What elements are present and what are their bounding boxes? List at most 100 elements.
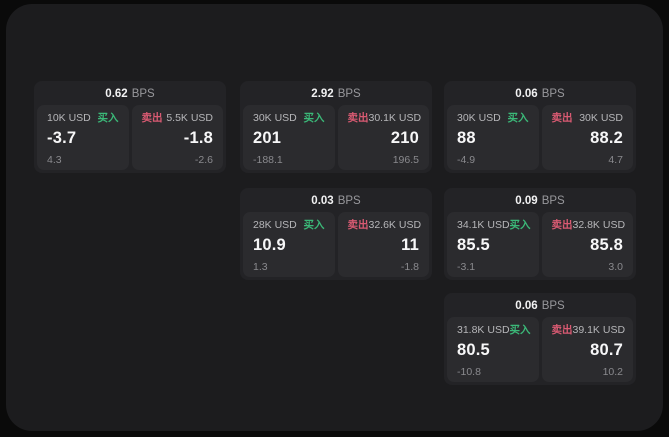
buy-delta: -10.8 bbox=[457, 366, 481, 378]
buy-tile[interactable]: 30K USD 买入 88 -4.9 bbox=[447, 105, 539, 170]
buy-delta: -3.1 bbox=[457, 261, 476, 273]
sell-side-label: 卖出 bbox=[141, 112, 163, 124]
quote-card-body: 30K USD 买入 88 -4.9 卖出 30K USD 88.2 4.7 bbox=[447, 105, 633, 170]
buy-delta: 1.3 bbox=[253, 261, 268, 273]
bps-unit-label: BPS bbox=[541, 194, 565, 207]
bps-header: 0.06 BPS bbox=[444, 293, 636, 317]
sell-meta-row: 卖出 5.5K USD bbox=[142, 111, 214, 125]
sell-tile[interactable]: 卖出 5.5K USD -1.8 -2.6 bbox=[131, 105, 223, 170]
bps-header: 0.62 BPS bbox=[34, 81, 226, 105]
buy-tile[interactable]: 10K USD 买入 -3.7 4.3 bbox=[37, 105, 129, 170]
buy-notional: 34.1K USD bbox=[457, 219, 510, 231]
sell-notional: 32.6K USD bbox=[368, 219, 422, 231]
sell-price: 88.2 bbox=[590, 129, 623, 147]
buy-meta-row: 30K USD 买入 bbox=[253, 111, 325, 125]
bps-header: 0.09 BPS bbox=[444, 188, 636, 212]
buy-side-label: 买入 bbox=[509, 219, 531, 231]
quote-card: 0.09 BPS 34.1K USD 买入 85.5 -3.1 卖出 32.8K USD 85.… bbox=[444, 188, 636, 280]
buy-meta-row: 30K USD 买入 bbox=[457, 111, 529, 125]
bps-unit-label: BPS bbox=[337, 194, 361, 207]
quote-card-body: 34.1K USD 买入 85.5 -3.1 卖出 32.8K USD 85.8 3.0 bbox=[447, 212, 633, 277]
sell-price: 210 bbox=[390, 129, 419, 147]
sell-side-label: 卖出 bbox=[347, 219, 369, 231]
buy-meta-row: 10K USD 买入 bbox=[47, 111, 119, 125]
sell-notional: 30.1K USD bbox=[368, 112, 422, 124]
sell-price: 80.7 bbox=[590, 341, 623, 359]
buy-tile[interactable]: 31.8K USD 买入 80.5 -10.8 bbox=[447, 317, 539, 382]
sell-price: -1.8 bbox=[183, 129, 213, 147]
sell-delta: 3.0 bbox=[608, 261, 623, 273]
quote-card: 0.06 BPS 31.8K USD 买入 80.5 -10.8 卖出 39.1K USD 80… bbox=[444, 293, 636, 385]
sell-side-label: 卖出 bbox=[347, 112, 369, 124]
bps-header: 0.06 BPS bbox=[444, 81, 636, 105]
bps-value: 0.06 bbox=[515, 299, 538, 312]
sell-side-label: 卖出 bbox=[551, 324, 573, 336]
buy-delta: -4.9 bbox=[457, 154, 476, 166]
sell-delta: -2.6 bbox=[194, 154, 213, 166]
bps-header: 2.92 BPS bbox=[240, 81, 432, 105]
buy-meta-row: 28K USD 买入 bbox=[253, 218, 325, 232]
sell-delta: 196.5 bbox=[392, 154, 419, 166]
quote-card: 0.62 BPS 10K USD 买入 -3.7 4.3 卖出 5.5K USD -1.8 -2.… bbox=[34, 81, 226, 173]
sell-notional: 30K USD bbox=[579, 112, 623, 124]
sell-delta: -1.8 bbox=[400, 261, 419, 273]
sell-tile[interactable]: 卖出 32.6K USD 11 -1.8 bbox=[337, 212, 429, 277]
buy-delta: -188.1 bbox=[253, 154, 283, 166]
quote-card-body: 28K USD 买入 10.9 1.3 卖出 32.6K USD 11 -1.8 bbox=[243, 212, 429, 277]
buy-side-label: 买入 bbox=[303, 112, 325, 124]
sell-tile[interactable]: 卖出 30K USD 88.2 4.7 bbox=[541, 105, 633, 170]
buy-tile[interactable]: 28K USD 买入 10.9 1.3 bbox=[243, 212, 335, 277]
sell-meta-row: 卖出 32.6K USD bbox=[347, 218, 422, 232]
bps-value: 0.62 bbox=[105, 87, 128, 100]
sell-side-label: 卖出 bbox=[551, 112, 573, 124]
sell-meta-row: 卖出 39.1K USD bbox=[551, 323, 626, 337]
buy-notional: 10K USD bbox=[47, 112, 91, 124]
sell-meta-row: 卖出 32.8K USD bbox=[551, 218, 626, 232]
buy-price: 85.5 bbox=[457, 236, 490, 254]
main-panel: 0.62 BPS 10K USD 买入 -3.7 4.3 卖出 5.5K USD -1.8 -2.… bbox=[6, 4, 663, 431]
buy-price: 201 bbox=[253, 129, 282, 147]
buy-notional: 30K USD bbox=[253, 112, 297, 124]
quote-card-body: 30K USD 买入 201 -188.1 卖出 30.1K USD 210 196.5 bbox=[243, 105, 429, 170]
buy-tile[interactable]: 30K USD 买入 201 -188.1 bbox=[243, 105, 335, 170]
buy-price: -3.7 bbox=[47, 129, 77, 147]
buy-price: 10.9 bbox=[253, 236, 286, 254]
buy-meta-row: 34.1K USD 买入 bbox=[457, 218, 531, 232]
sell-price: 11 bbox=[401, 236, 419, 254]
sell-delta: 10.2 bbox=[602, 366, 623, 378]
sell-meta-row: 卖出 30.1K USD bbox=[347, 111, 422, 125]
buy-tile[interactable]: 34.1K USD 买入 85.5 -3.1 bbox=[447, 212, 539, 277]
buy-side-label: 买入 bbox=[507, 112, 529, 124]
quote-card-body: 31.8K USD 买入 80.5 -10.8 卖出 39.1K USD 80.7 10.2 bbox=[447, 317, 633, 382]
buy-delta: 4.3 bbox=[47, 154, 62, 166]
sell-delta: 4.7 bbox=[608, 154, 623, 166]
buy-side-label: 买入 bbox=[303, 219, 325, 231]
quote-card: 2.92 BPS 30K USD 买入 201 -188.1 卖出 30.1K USD 210 1… bbox=[240, 81, 432, 173]
buy-side-label: 买入 bbox=[509, 324, 531, 336]
sell-side-label: 卖出 bbox=[551, 219, 573, 231]
bps-value: 0.09 bbox=[515, 194, 538, 207]
sell-notional: 5.5K USD bbox=[166, 112, 213, 124]
bps-value: 0.06 bbox=[515, 87, 538, 100]
buy-notional: 31.8K USD bbox=[457, 324, 510, 336]
quote-card: 0.06 BPS 30K USD 买入 88 -4.9 卖出 30K USD 88.2 4.7 bbox=[444, 81, 636, 173]
sell-tile[interactable]: 卖出 30.1K USD 210 196.5 bbox=[337, 105, 429, 170]
sell-notional: 39.1K USD bbox=[572, 324, 626, 336]
sell-tile[interactable]: 卖出 39.1K USD 80.7 10.2 bbox=[541, 317, 633, 382]
buy-meta-row: 31.8K USD 买入 bbox=[457, 323, 531, 337]
buy-side-label: 买入 bbox=[97, 112, 119, 124]
sell-notional: 32.8K USD bbox=[572, 219, 626, 231]
buy-price: 80.5 bbox=[457, 341, 490, 359]
bps-unit-label: BPS bbox=[541, 87, 565, 100]
buy-notional: 30K USD bbox=[457, 112, 501, 124]
bps-value: 2.92 bbox=[311, 87, 334, 100]
bps-unit-label: BPS bbox=[131, 87, 155, 100]
sell-price: 85.8 bbox=[590, 236, 623, 254]
bps-header: 0.03 BPS bbox=[240, 188, 432, 212]
sell-tile[interactable]: 卖出 32.8K USD 85.8 3.0 bbox=[541, 212, 633, 277]
sell-meta-row: 卖出 30K USD bbox=[552, 111, 624, 125]
quote-card-body: 10K USD 买入 -3.7 4.3 卖出 5.5K USD -1.8 -2.6 bbox=[37, 105, 223, 170]
bps-value: 0.03 bbox=[311, 194, 334, 207]
buy-price: 88 bbox=[457, 129, 476, 147]
